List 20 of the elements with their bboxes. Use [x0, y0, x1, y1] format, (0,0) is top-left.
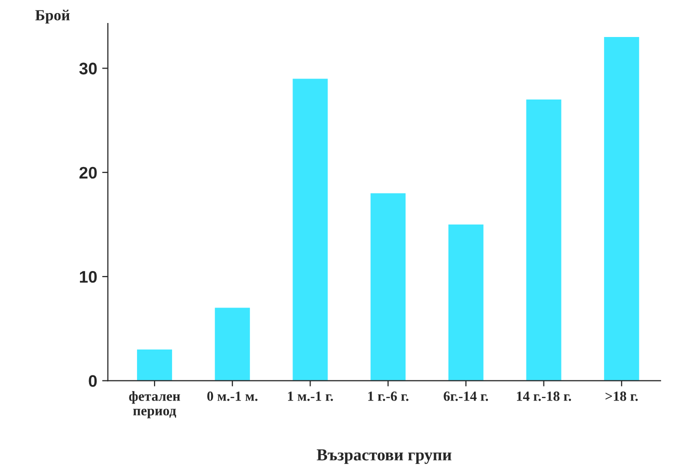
x-tick-label: 14 г.-18 г. — [516, 392, 572, 401]
x-axis-title: Възрастови групи — [316, 449, 452, 464]
y-tick-label: 0 — [88, 375, 97, 387]
y-axis-title: Брой — [35, 10, 70, 24]
bar — [137, 349, 172, 381]
bar — [292, 78, 328, 381]
bar — [448, 224, 484, 381]
x-tick-label: 6г.-14 г. — [444, 392, 488, 401]
y-tick-label: 30 — [79, 62, 97, 75]
x-tick-label: 1 м.-1 г. — [288, 392, 333, 401]
y-tick-label: 10 — [80, 270, 97, 283]
bar — [526, 100, 562, 381]
bar — [604, 37, 640, 381]
x-tick-label: фетален период — [129, 391, 180, 418]
x-tick-label: >18 г. — [606, 392, 638, 401]
bar — [370, 193, 406, 381]
x-tick-label: 0 м.-1 м. — [207, 392, 258, 401]
y-tick-label: 20 — [79, 166, 97, 179]
bar — [214, 308, 250, 381]
x-tick-label: 1 г.-6 г. — [368, 392, 408, 401]
